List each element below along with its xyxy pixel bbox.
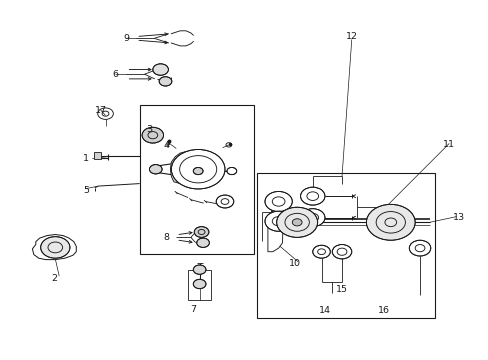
Circle shape xyxy=(366,204,414,240)
Text: 13: 13 xyxy=(452,213,464,222)
Polygon shape xyxy=(267,200,283,252)
Text: 7: 7 xyxy=(190,305,196,314)
Text: 12: 12 xyxy=(345,32,357,41)
Circle shape xyxy=(196,238,209,247)
Circle shape xyxy=(312,245,330,258)
Circle shape xyxy=(276,207,317,237)
Polygon shape xyxy=(32,234,76,260)
Text: 10: 10 xyxy=(288,259,300,268)
Circle shape xyxy=(226,167,236,175)
Circle shape xyxy=(300,187,325,205)
Text: 8: 8 xyxy=(163,233,169,242)
Polygon shape xyxy=(170,151,219,185)
Text: 5: 5 xyxy=(83,186,89,195)
Circle shape xyxy=(216,195,233,208)
Text: 4: 4 xyxy=(163,141,169,150)
Circle shape xyxy=(193,279,205,289)
Text: 11: 11 xyxy=(443,140,454,149)
Bar xyxy=(140,105,254,253)
Circle shape xyxy=(292,219,302,226)
Circle shape xyxy=(194,226,208,237)
Bar xyxy=(94,152,101,159)
Text: 3: 3 xyxy=(146,125,152,134)
Text: 17: 17 xyxy=(95,105,106,114)
Circle shape xyxy=(41,237,70,258)
Circle shape xyxy=(149,165,162,174)
Circle shape xyxy=(300,209,325,226)
Circle shape xyxy=(159,77,171,86)
Circle shape xyxy=(408,240,430,256)
Circle shape xyxy=(153,64,168,75)
Circle shape xyxy=(193,167,203,175)
Bar xyxy=(256,173,434,318)
Circle shape xyxy=(331,244,351,259)
Text: 9: 9 xyxy=(123,34,129,43)
Circle shape xyxy=(264,211,292,231)
Text: 14: 14 xyxy=(318,306,330,315)
Text: 16: 16 xyxy=(377,306,388,315)
Text: 6: 6 xyxy=(112,70,118,79)
Circle shape xyxy=(142,127,163,143)
Text: 2: 2 xyxy=(51,274,57,283)
Circle shape xyxy=(171,149,224,189)
Bar xyxy=(188,270,210,300)
Circle shape xyxy=(264,192,292,212)
Circle shape xyxy=(193,265,205,274)
Text: 15: 15 xyxy=(335,285,347,294)
Text: 1: 1 xyxy=(83,154,89,163)
